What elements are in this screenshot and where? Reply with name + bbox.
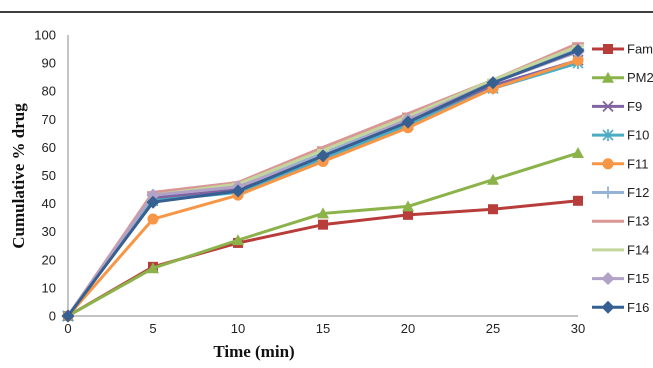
series-line-f15 — [66, 50, 579, 317]
x-tick-label: 15 — [316, 321, 330, 336]
series-line-pm2 — [67, 151, 579, 318]
series-f10 — [62, 57, 584, 322]
legend-item-f9: F9 — [592, 99, 642, 114]
series-f9 — [62, 54, 584, 322]
data-point-f16 — [571, 43, 585, 57]
y-tick-label: 20 — [42, 252, 56, 267]
y-tick-labels: 0 10 20 30 40 50 60 70 80 90 100 — [34, 28, 56, 324]
legend-item-f10: F10 — [592, 128, 649, 143]
legend-label: F15 — [627, 271, 649, 286]
series-f16 — [61, 43, 585, 323]
y-axis-title: Cumulative % drug — [9, 103, 28, 249]
legend-label: F14 — [627, 242, 649, 257]
legend-label: F13 — [627, 214, 649, 229]
legend-label: F16 — [627, 300, 649, 315]
data-point-fam — [318, 219, 328, 230]
legend: Fam PM2 F9 F10 F11 F12 F13 F14 F15 F16 — [592, 42, 653, 315]
data-point-fam — [488, 204, 498, 215]
data-point-pm2 — [572, 147, 584, 159]
legend-item-f14: F14 — [592, 242, 649, 257]
legend-item-f13: F13 — [592, 214, 649, 229]
x-tick-label: 25 — [486, 321, 500, 336]
y-tick-label: 0 — [49, 309, 56, 324]
y-tick-label: 30 — [42, 224, 56, 239]
x-tick-labels: 0 5 10 15 20 25 30 — [64, 321, 585, 336]
data-point-f11 — [147, 213, 159, 225]
legend-item-f15: F15 — [592, 271, 649, 286]
legend-label: Fam — [627, 42, 653, 57]
legend-marker — [601, 272, 615, 286]
series-pm2 — [62, 147, 584, 321]
legend-item-pm2: PM2 — [592, 70, 653, 85]
x-tick-label: 30 — [571, 321, 585, 336]
x-tick-label: 5 — [149, 321, 156, 336]
legend-label: F9 — [627, 99, 642, 114]
series-line-f10 — [66, 61, 579, 317]
data-point-pm2 — [147, 262, 159, 274]
y-tick-label: 70 — [42, 112, 56, 127]
data-point-f15 — [146, 188, 160, 202]
legend-label: F10 — [627, 128, 649, 143]
y-tick-label: 80 — [42, 84, 56, 99]
legend-marker — [601, 300, 615, 314]
legend-marker — [603, 44, 613, 54]
x-axis-title: Time (min) — [213, 342, 294, 361]
series-layer — [61, 42, 585, 323]
series-line-f9 — [66, 58, 579, 317]
series-line-f16 — [66, 49, 579, 317]
data-point-pm2 — [232, 234, 244, 246]
data-point-pm2 — [402, 200, 414, 212]
legend-marker — [602, 129, 614, 142]
data-point-f16 — [316, 149, 330, 163]
legend-label: PM2 — [627, 70, 653, 85]
data-point-fam — [573, 195, 583, 206]
x-tick-label: 10 — [231, 321, 245, 336]
y-tick-label: 10 — [42, 280, 56, 295]
legend-item-f16: F16 — [592, 300, 649, 315]
x-tick-label: 20 — [401, 321, 415, 336]
series-f15 — [61, 45, 585, 323]
legend-marker — [602, 158, 614, 170]
series-line-f11 — [66, 58, 579, 317]
data-point-f16 — [146, 195, 160, 209]
y-tick-label: 90 — [42, 56, 56, 71]
y-tick-label: 40 — [42, 196, 56, 211]
legend-item-f12: F12 — [592, 185, 649, 200]
data-point-f16 — [486, 76, 500, 90]
legend-marker — [602, 71, 614, 83]
data-point-f11 — [572, 54, 584, 66]
x-tick-label: 0 — [64, 321, 71, 336]
data-point-fam — [403, 209, 413, 220]
data-point-pm2 — [487, 173, 499, 185]
data-point-f16 — [401, 115, 415, 129]
series-line-f12 — [66, 47, 579, 317]
legend-item-fam: Fam — [592, 42, 653, 57]
y-tick-label: 50 — [42, 168, 56, 183]
data-point-f16 — [61, 309, 75, 323]
legend-label: F11 — [627, 156, 648, 171]
legend-label: F12 — [627, 185, 649, 200]
y-tick-label: 100 — [34, 28, 56, 43]
legend-marker — [602, 186, 614, 199]
data-point-f16 — [231, 184, 245, 198]
data-point-pm2 — [317, 207, 329, 219]
legend-item-f11: F11 — [592, 156, 648, 171]
y-tick-label: 60 — [42, 140, 56, 155]
series-f11 — [62, 54, 584, 322]
legend-marker — [602, 100, 614, 113]
